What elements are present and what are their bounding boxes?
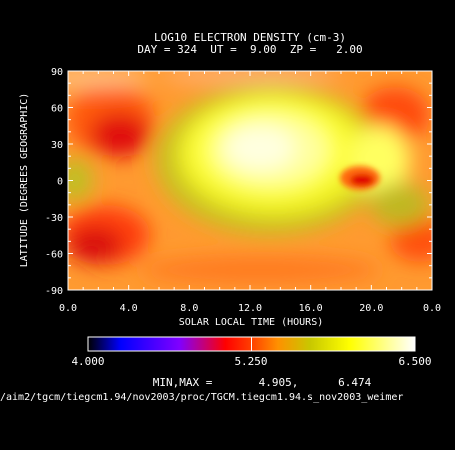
y-tick-label: -60 bbox=[45, 250, 63, 261]
footer-path: /aim2/tgcm/tiegcm1.94/nov2003/proc/TGCM.… bbox=[0, 392, 403, 403]
minmax-text: MIN,MAX = 4.905, 6.474 bbox=[153, 376, 372, 389]
x-tick-label: 16.0 bbox=[299, 303, 323, 314]
x-tick-labels: 0.0 4.0 8.0 12.0 16.0 20.0 0.0 bbox=[59, 303, 441, 314]
x-axis-ticks bbox=[67, 71, 433, 290]
x-tick-label: 0.0 bbox=[423, 303, 441, 314]
x-tick-label: 8.0 bbox=[180, 303, 198, 314]
y-tick-label: 60 bbox=[51, 104, 63, 115]
x-tick-label: 0.0 bbox=[59, 303, 77, 314]
y-tick-label: -90 bbox=[45, 286, 63, 297]
chart-title: LOG10 ELECTRON DENSITY (cm-3) bbox=[154, 31, 346, 44]
colorbar-max-label: 6.500 bbox=[398, 355, 431, 368]
y-tick-label: -30 bbox=[45, 213, 63, 224]
y-tick-label: 90 bbox=[51, 67, 63, 78]
x-tick-label: 4.0 bbox=[120, 303, 138, 314]
y-tick-label: 30 bbox=[51, 140, 63, 151]
heatmap-field bbox=[68, 71, 432, 290]
chart-subtitle: DAY = 324 UT = 9.00 ZP = 2.00 bbox=[137, 43, 362, 56]
y-tick-labels: 90 60 30 0 -30 -60 -90 bbox=[45, 67, 63, 297]
colorbar-min-label: 4.000 bbox=[71, 355, 104, 368]
y-tick-label: 0 bbox=[57, 177, 63, 188]
y-axis-ticks bbox=[68, 70, 432, 291]
y-axis-label: LATITUDE (DEGREES GEOGRAPHIC) bbox=[19, 93, 30, 268]
x-tick-label: 20.0 bbox=[359, 303, 383, 314]
x-axis-label: SOLAR LOCAL TIME (HOURS) bbox=[179, 317, 324, 328]
colorbar-mid-label: 5.250 bbox=[234, 355, 267, 368]
x-tick-label: 12.0 bbox=[238, 303, 262, 314]
